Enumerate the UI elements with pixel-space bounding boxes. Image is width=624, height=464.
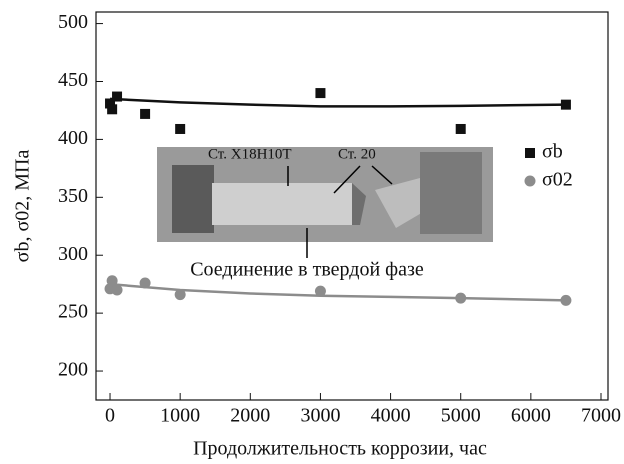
point [107, 104, 118, 115]
point [105, 98, 116, 109]
photo-part [352, 183, 366, 225]
point [455, 123, 466, 134]
legend-marker [524, 175, 536, 187]
y-tick-label: 250 [58, 301, 88, 323]
x-tick-label: 6000 [511, 405, 551, 427]
point [455, 292, 467, 304]
point [112, 91, 123, 102]
plot-frame [95, 11, 609, 401]
x-tick-label: 4000 [371, 405, 411, 427]
point [139, 277, 151, 289]
inset-photo: Ст. Х18Н10Т Ст. 20 Соединение в твердой … [155, 146, 493, 282]
x-tick-label: 7000 [581, 405, 621, 427]
x-tick-label: 1000 [160, 405, 200, 427]
arrow [371, 165, 393, 185]
arrow [333, 165, 361, 194]
annotation: Ст. Х18Н10Т [208, 146, 292, 162]
y-tick-label: 200 [58, 359, 88, 381]
legend-label: σ02 [542, 169, 573, 191]
y-tick-label: 400 [58, 127, 88, 149]
photo-part [420, 152, 482, 234]
point [560, 99, 571, 110]
x-tick-label: 0 [105, 405, 115, 427]
point [315, 88, 326, 99]
y-axis-label: σb, σ02, МПа [12, 150, 34, 263]
y-tick-label: 300 [58, 243, 88, 265]
legend-marker [525, 148, 535, 158]
point [174, 289, 186, 301]
point [111, 284, 123, 296]
caption-background [155, 258, 461, 282]
x-tick-label: 2000 [230, 405, 270, 427]
photo-part [172, 165, 214, 233]
legend-label: σb [542, 141, 563, 163]
photo-part [212, 183, 352, 225]
y-tick-label: 500 [58, 11, 88, 33]
point [140, 108, 151, 119]
y-tick-label: 450 [58, 69, 88, 91]
y-tick-label: 350 [58, 185, 88, 207]
annotation: Ст. 20 [338, 146, 376, 162]
photo-part [375, 178, 430, 228]
x-axis-label: Продолжительность коррозии, час [193, 438, 487, 460]
annotation: Соединение в твердой фазе [190, 259, 424, 281]
point [106, 275, 118, 287]
fit-line [109, 97, 566, 108]
x-tick-label: 5000 [441, 405, 481, 427]
point [175, 123, 186, 134]
point [560, 294, 572, 306]
x-tick-label: 3000 [300, 405, 340, 427]
point [314, 285, 326, 297]
